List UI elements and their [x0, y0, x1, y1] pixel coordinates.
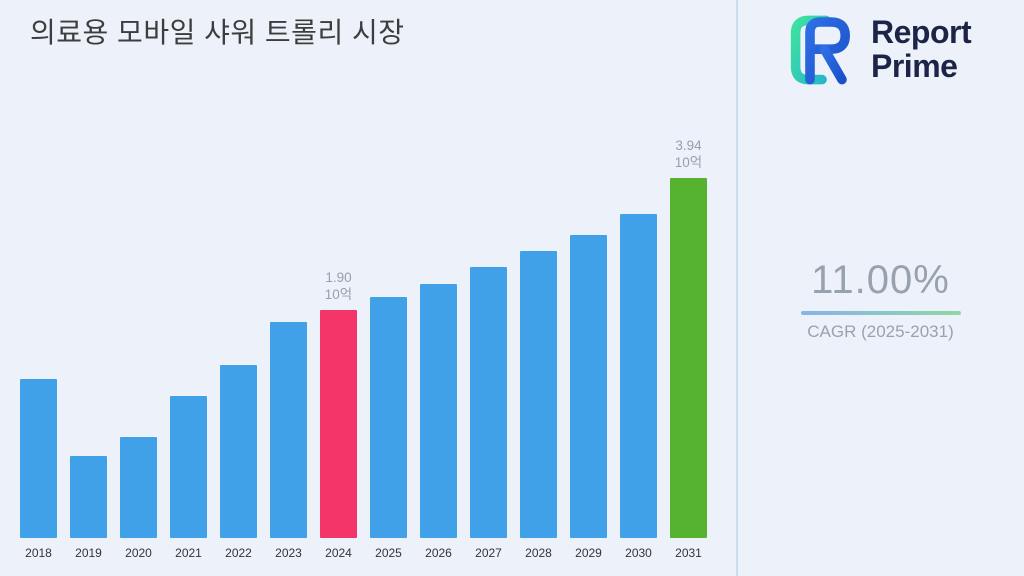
cagr-underline — [800, 311, 961, 315]
bar-2023 — [270, 322, 307, 538]
x-axis-label-2031: 2031 — [675, 546, 702, 560]
bar-column-2023: 2023 — [270, 126, 307, 560]
bar-2026 — [420, 284, 457, 538]
cagr-label: CAGR (2025-2031) — [807, 322, 954, 341]
bar-2020 — [120, 437, 157, 538]
report-prime-logo-icon — [790, 15, 851, 85]
bar-column-2022: 2022 — [220, 126, 257, 560]
bar-2030 — [620, 214, 657, 538]
bar-column-2019: 2019 — [70, 126, 107, 560]
bar-value-label-2031: 3.94 10억 — [674, 138, 703, 171]
bar-column-2020: 2020 — [120, 126, 157, 560]
brand-name: Report Prime — [871, 14, 972, 84]
bar-2021 — [170, 396, 207, 538]
brand-logo: Report Prime — [778, 10, 972, 90]
x-axis-label-2023: 2023 — [275, 546, 302, 560]
bar-column-2025: 2025 — [370, 126, 407, 560]
x-axis-label-2028: 2028 — [525, 546, 552, 560]
x-axis-label-2024: 2024 — [325, 546, 352, 560]
bar-2027 — [470, 267, 507, 538]
x-axis-label-2018: 2018 — [25, 546, 52, 560]
x-axis-label-2026: 2026 — [425, 546, 452, 560]
page-title: 의료용 모바일 샤워 트롤리 시장 — [30, 17, 405, 48]
x-axis-label-2022: 2022 — [225, 546, 252, 560]
brand-line2: Prime — [871, 48, 958, 84]
bar-column-2030: 2030 — [620, 126, 657, 560]
x-axis-label-2030: 2030 — [625, 546, 652, 560]
bar-column-2026: 2026 — [420, 126, 457, 560]
bar-column-2029: 2029 — [570, 126, 607, 560]
bar-2019 — [70, 456, 107, 538]
x-axis-label-2019: 2019 — [75, 546, 102, 560]
x-axis-label-2027: 2027 — [475, 546, 502, 560]
bar-value-label-2024: 1.90 10억 — [324, 270, 353, 303]
bar-column-2028: 2028 — [520, 126, 557, 560]
bar-column-2018: 2018 — [20, 126, 57, 560]
cagr-block: 11.00% CAGR (2025-2031) — [737, 258, 1024, 342]
x-axis-label-2021: 2021 — [175, 546, 202, 560]
bar-column-2021: 2021 — [170, 126, 207, 560]
x-axis-label-2029: 2029 — [575, 546, 602, 560]
bar-2028 — [520, 251, 557, 538]
bar-2022 — [220, 365, 257, 538]
brand-line1: Report — [871, 14, 972, 51]
bar-chart: 2018 2019 2020 2021 2022 2023 1.90 10억 2024 2025 2… — [20, 126, 707, 560]
bar-column-2031: 3.94 10억 2031 — [670, 126, 707, 560]
x-axis-label-2020: 2020 — [125, 546, 152, 560]
x-axis-label-2025: 2025 — [375, 546, 402, 560]
bar-2024 — [320, 310, 357, 538]
cagr-value: 11.00% — [811, 258, 950, 302]
bar-column-2027: 2027 — [470, 126, 507, 560]
panel-divider — [736, 0, 738, 576]
bar-column-2024: 1.90 10억 2024 — [320, 126, 357, 560]
bar-2029 — [570, 235, 607, 538]
bar-2031 — [670, 178, 707, 538]
bar-2025 — [370, 297, 407, 538]
bar-2018 — [20, 379, 57, 538]
